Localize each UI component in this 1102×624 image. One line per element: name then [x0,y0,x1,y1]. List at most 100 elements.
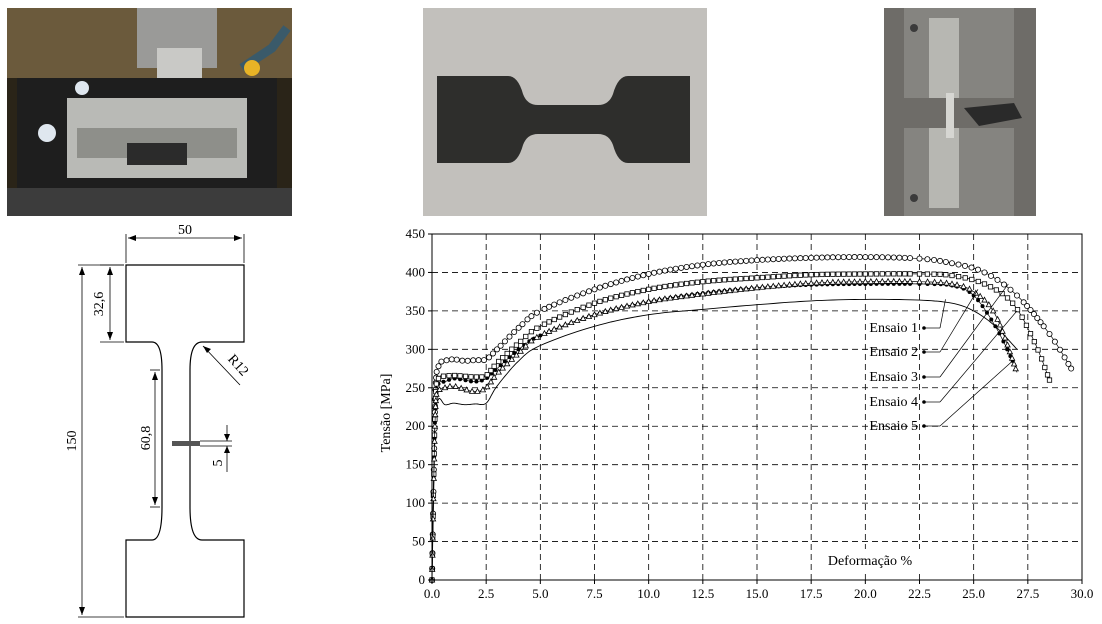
ensaio-5-point [953,281,961,288]
ensaio-4-point [446,373,452,379]
ensaio-5-point [463,386,470,393]
ensaio-4-point [862,271,868,277]
ensaio-1-line [431,298,1018,581]
ensaio-4-point [1031,339,1037,345]
ensaio-3-point [634,273,641,280]
ensaio-4-point [1023,322,1030,328]
ensaio-5-point [710,288,717,296]
y-tick-label: 0 [419,572,426,587]
ensaio-5-point [824,278,831,285]
ensaio-3-point [981,269,988,276]
ensaio-3-point [1056,346,1063,353]
ensaio-5-point [813,279,820,286]
ensaio-4-point [1019,314,1025,320]
ensaio-3-point [851,254,858,261]
ensaio-5-point [568,318,575,326]
ensaio-3-point [501,338,508,345]
ensaio-4-point [646,286,652,292]
ensaio-4-point [513,342,520,348]
ensaio-5-point [432,397,440,404]
ensaio-2-point [1001,339,1006,344]
ensaio-4-point [748,275,755,281]
ensaio-4-point [797,272,803,278]
ensaio-3-point [470,357,477,364]
ensaio-5-point [742,285,750,292]
ensaio-3-point [524,316,531,323]
ensaio-4-point [496,358,502,365]
ensaio-4-point [586,302,592,308]
ensaio-4-point [738,276,744,282]
ensaio-4-point [993,287,999,293]
ensaio-4-point [523,333,529,340]
ensaio-3-point [840,254,847,261]
ensaio-3-point [464,357,471,364]
ensaio-4-point [1035,347,1041,353]
legend-leader-ensaio-5 [939,360,1013,427]
ensaio-4-point [962,275,968,281]
ensaio-4-point [999,291,1005,297]
ensaio-5-point [901,277,909,284]
ensaio-3-point [556,299,563,306]
ensaio-3-point [856,254,863,261]
ensaio-4-point [732,276,738,282]
ensaio-5-point [878,277,886,284]
ensaio-5-point [483,383,491,390]
tensile-machine-photo [884,8,1036,216]
ensaio-4-point [662,283,668,290]
ensaio-4-point [765,274,771,280]
chart-svg: 0.0 2.5 5.0 7.5 10.0 12.5 15.0 17.5 20.0 22.5 25.0… [379,226,1093,601]
ensaio-3-point [949,260,956,267]
ensaio-4-point [613,294,619,300]
ensaio-5-point [924,278,931,285]
x-tick-label: 20.0 [854,586,877,601]
ensaio-4-point [770,274,776,280]
ensaio-5-point [479,386,487,393]
ensaio-5-point [541,329,548,336]
ensaio-5-point [602,307,609,314]
ensaio-3-point [591,286,598,293]
ensaio-5-point [931,278,938,285]
ensaio-5-point [490,373,498,380]
ensaio-3-point [764,256,771,263]
ensaio-3-point [448,356,455,363]
ensaio-3-point [1014,292,1021,299]
ensaio-3-point [533,309,540,316]
ensaio-5-point [797,280,804,287]
ensaio-3-point [640,272,647,279]
ensaio-4-point [534,325,540,331]
ensaio-4-point [700,279,706,285]
ensaio-4-point [969,276,975,283]
legend-leader-ensaio-4 [939,310,1018,403]
ensaio-5-point [683,292,690,299]
ensaio-3-point [907,255,914,262]
ensaio-4-point [916,271,923,277]
ensaio-5-point [1001,334,1009,341]
ensaio-4-point [1010,300,1016,306]
ensaio-3-point [1027,306,1034,313]
ensaio-5-point [890,277,898,284]
ensaio-5-point [759,283,766,290]
ensaio-5-point [704,289,712,296]
ensaio-5-point [791,280,799,287]
ensaio-4-point [981,281,988,287]
x-tick-label: 2.5 [478,586,494,601]
ensaio-3-point [1065,360,1072,367]
ensaio-3-point [994,276,1001,283]
dim-thickness: 5 [211,460,226,467]
ensaio-5-point [1008,354,1016,361]
ensaio-5-point [937,278,945,285]
ensaio-5-point [845,278,853,285]
ensaio-5-point [508,355,516,362]
ensaio-5-point [1010,360,1018,367]
ensaio-3-point [885,254,892,261]
ensaio-5-point [495,368,502,375]
ensaio-5-point [862,278,869,285]
ensaio-3-point [459,357,466,364]
ensaio-5-point [960,282,967,289]
ensaio-3-point [737,258,744,265]
ensaio-5-point [672,293,680,300]
ensaio-2-point [989,317,994,322]
ensaio-4-point [574,307,580,313]
ensaio-4-point [488,367,494,374]
ensaio-5-point [579,314,587,321]
